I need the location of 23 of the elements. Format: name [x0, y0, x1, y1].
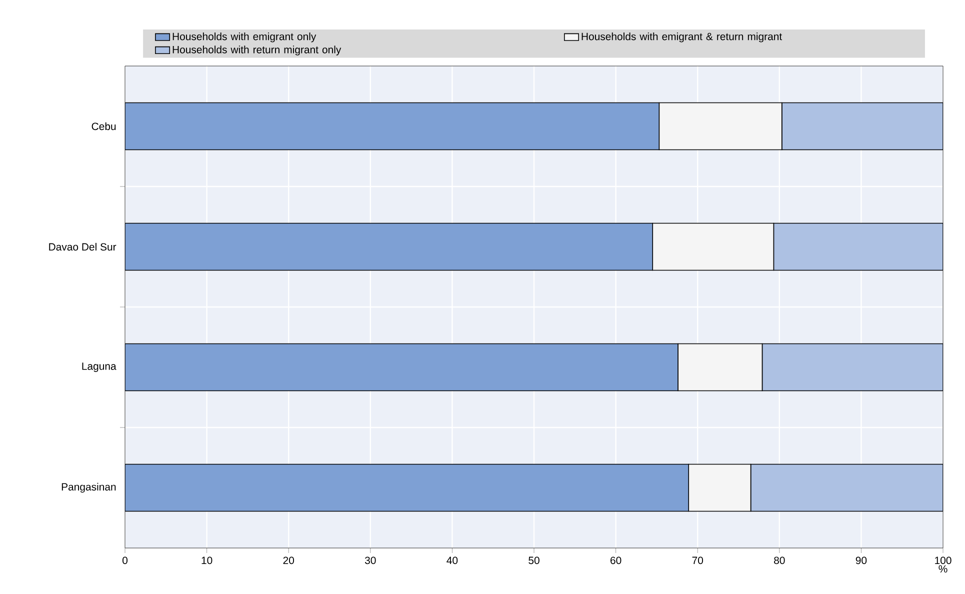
x-tick-label: 0	[122, 556, 128, 564]
x-axis-title: %	[938, 565, 948, 573]
x-tick-label: 10	[202, 556, 212, 564]
x-tick-label: 80	[774, 556, 785, 564]
bar	[125, 343, 678, 392]
y-tick-label: Davao Del Sur	[49, 242, 116, 251]
x-tick-label: 100	[935, 556, 952, 564]
y-tick-label: Cebu	[92, 122, 116, 130]
x-tick-label: 30	[364, 556, 376, 564]
x-tick-label: 90	[856, 556, 867, 564]
y-tick-label: Laguna	[82, 362, 116, 372]
x-tick-label: 50	[528, 556, 540, 564]
legend-label: Households with return migrant only	[172, 46, 342, 56]
bar	[125, 222, 654, 271]
legend-label: Households with emigrant & return migrant	[582, 32, 782, 42]
y-tick-label: Pangasinan	[62, 482, 116, 493]
bar	[125, 464, 690, 512]
bar	[125, 102, 660, 150]
x-tick-label: 20	[283, 556, 294, 564]
x-tick-label: 70	[692, 556, 704, 564]
x-tick-label: 60	[610, 556, 622, 564]
legend-label: Households with emigrant only	[172, 32, 316, 42]
x-tick-label: 40	[446, 556, 458, 564]
